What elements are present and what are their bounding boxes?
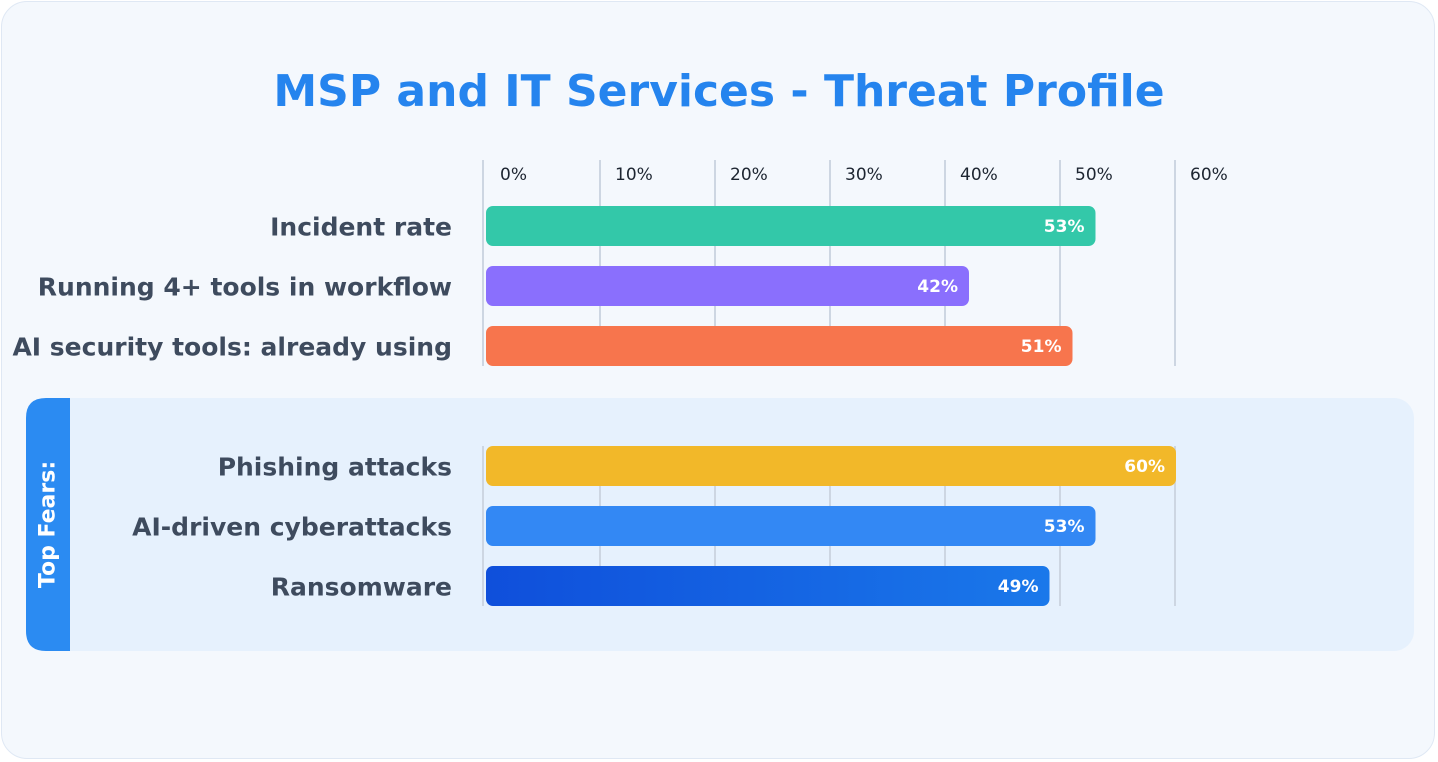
- bar-value-label: 49%: [998, 577, 1039, 597]
- bar: [486, 566, 1050, 606]
- category-label: Incident rate: [270, 213, 452, 242]
- category-label: Running 4+ tools in workflow: [38, 273, 452, 302]
- x-tick-label: 30%: [845, 165, 883, 185]
- bar: [486, 326, 1073, 366]
- category-label: Phishing attacks: [218, 453, 452, 482]
- category-label: AI security tools: already using: [12, 333, 452, 362]
- category-label: AI-driven cyberattacks: [132, 513, 452, 542]
- bar: [486, 206, 1096, 246]
- bar: [486, 266, 969, 306]
- x-tick-label: 60%: [1190, 165, 1228, 185]
- x-tick-label: 40%: [960, 165, 998, 185]
- bar: [486, 506, 1096, 546]
- bar-value-label: 53%: [1044, 217, 1085, 237]
- top-fears-label: Top Fears:: [36, 461, 61, 588]
- bar: [486, 446, 1176, 486]
- bar-value-label: 53%: [1044, 517, 1085, 537]
- x-tick-label: 0%: [500, 165, 527, 185]
- x-tick-label: 20%: [730, 165, 768, 185]
- top-fears-tab: [26, 398, 70, 651]
- bar-value-label: 42%: [917, 277, 958, 297]
- x-tick-label: 50%: [1075, 165, 1113, 185]
- x-tick-label: 10%: [615, 165, 653, 185]
- bar-value-label: 51%: [1021, 337, 1062, 357]
- bar-value-label: 60%: [1124, 457, 1165, 477]
- category-label: Ransomware: [271, 573, 452, 602]
- chart-title: MSP and IT Services - Threat Profile: [273, 66, 1165, 117]
